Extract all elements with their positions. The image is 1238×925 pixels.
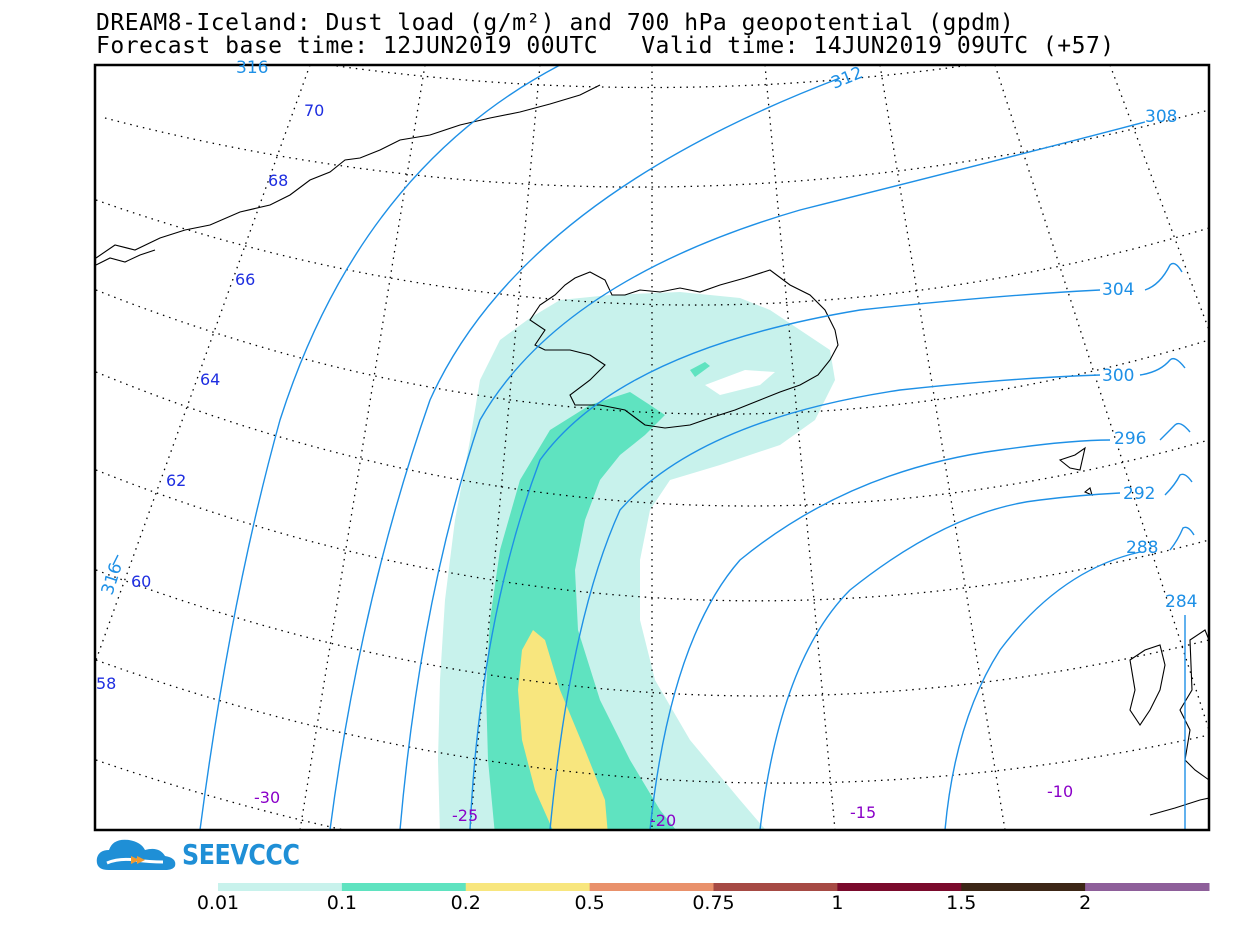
contour-label-316-left: 316 xyxy=(98,561,127,598)
map-title: DREAM8-Iceland: Dust load (g/m²) and 700… xyxy=(96,10,1015,36)
forecast-times: Forecast base time: 12JUN2019 00UTC Vali… xyxy=(96,33,1115,59)
contour-label-288: 288 xyxy=(1126,538,1158,558)
contour-label-296: 296 xyxy=(1114,429,1146,449)
colorbar-label: 1.5 xyxy=(946,892,977,914)
contour-label-304: 304 xyxy=(1102,280,1134,300)
lat-label-58: 58 xyxy=(96,674,116,693)
colorbar-swatch xyxy=(341,883,467,891)
lat-label-68: 68 xyxy=(268,171,288,190)
contour-label-312: 312 xyxy=(828,63,866,94)
graticule xyxy=(95,65,1209,830)
colorbar-label: 0.75 xyxy=(692,892,735,914)
lon-label-minus30: -30 xyxy=(254,788,280,807)
dust-gap xyxy=(705,370,775,395)
contour-label-316-top: 316 xyxy=(236,58,268,78)
lon-label-minus20: -20 xyxy=(650,811,676,830)
colorbar-label: 0.1 xyxy=(326,892,357,914)
colorbar-label: 0.5 xyxy=(574,892,605,914)
lat-label-66: 66 xyxy=(235,270,255,289)
contour-label-284: 284 xyxy=(1165,592,1197,612)
lat-label-70: 70 xyxy=(304,101,324,120)
colorbar-swatch xyxy=(1085,883,1210,891)
colorbar-swatch xyxy=(837,883,962,891)
seevccc-cloud-icon xyxy=(96,839,176,870)
contour-label-308: 308 xyxy=(1145,107,1177,127)
colorbar-label: 1 xyxy=(831,892,844,914)
lon-label-minus25: -25 xyxy=(452,806,478,825)
lat-label-60: 60 xyxy=(131,572,151,591)
contour-label-300: 300 xyxy=(1102,366,1134,386)
lat-label-64: 64 xyxy=(200,370,220,389)
lon-label-minus15: -15 xyxy=(850,803,876,822)
seevccc-logo-text: SEEVCCC xyxy=(182,838,300,871)
dust-band-02 xyxy=(518,630,608,830)
contour-label-292: 292 xyxy=(1123,484,1155,504)
map-frame xyxy=(93,63,1211,832)
colorbar-label: 0.01 xyxy=(196,892,240,914)
colorbar-swatch xyxy=(218,883,343,891)
lat-label-62: 62 xyxy=(166,471,186,490)
colorbar xyxy=(218,883,1210,891)
map-contents xyxy=(95,65,1209,830)
lon-label-minus10: -10 xyxy=(1047,782,1073,801)
colorbar-label: 0.2 xyxy=(450,892,481,914)
colorbar-swatch xyxy=(713,883,838,891)
coastlines xyxy=(95,84,1209,816)
geopotential-contours xyxy=(112,65,1195,830)
colorbar-label: 2 xyxy=(1079,892,1092,914)
colorbar-swatch xyxy=(961,883,1086,891)
colorbar-swatch xyxy=(465,883,591,891)
colorbar-swatch xyxy=(589,883,714,891)
dust-band-01-east xyxy=(690,362,710,377)
